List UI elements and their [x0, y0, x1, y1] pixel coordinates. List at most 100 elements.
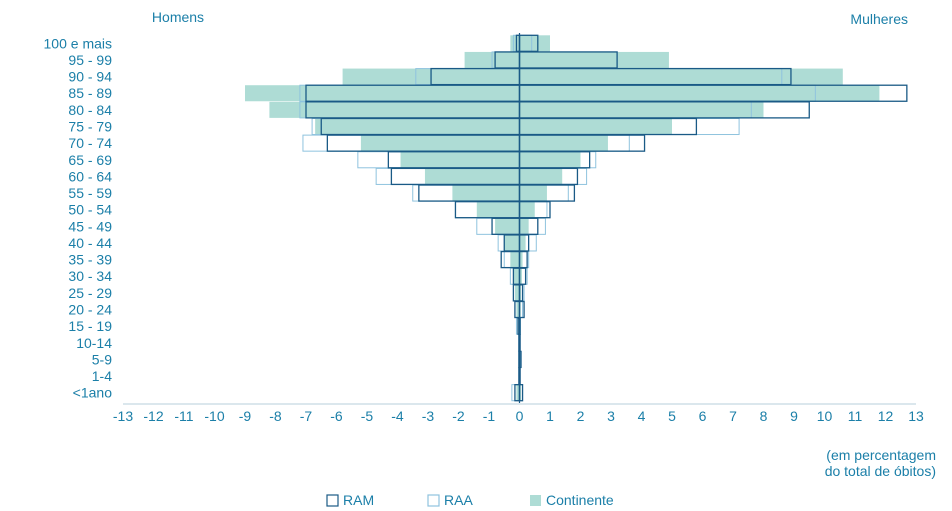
x-tick-label: -5	[361, 408, 374, 424]
continente-bar-women	[519, 218, 529, 235]
x-axis-label-line-1: (em percentagem	[826, 447, 936, 463]
continente-bar-women	[519, 85, 880, 102]
continente-bar-women	[519, 268, 522, 285]
category-label: 25 - 29	[68, 285, 112, 301]
continente-bar-women	[519, 68, 843, 85]
x-tick-label: -12	[143, 408, 163, 424]
x-tick-label: 11	[848, 408, 863, 424]
continente-bar-women	[519, 251, 523, 268]
continente-bar-women	[519, 284, 522, 301]
continente-bar-women	[519, 384, 522, 401]
x-tick-label: 10	[817, 408, 833, 424]
x-tick-label: -3	[422, 408, 435, 424]
category-label: 95 - 99	[68, 52, 112, 68]
continente-bar-women	[519, 168, 563, 185]
x-axis-label-line-2: do total de óbitos)	[825, 463, 936, 479]
x-tick-label: 8	[760, 408, 768, 424]
continente-bar-men	[504, 234, 520, 251]
continente-bar-women	[519, 234, 526, 251]
x-tick-label: -13	[113, 408, 133, 424]
category-label: 30 - 34	[68, 268, 112, 284]
category-label: <1ano	[73, 385, 113, 401]
bars-layer	[245, 34, 908, 402]
x-tick-label: -10	[204, 408, 224, 424]
category-label: 35 - 39	[68, 252, 112, 268]
category-label: 1-4	[92, 368, 112, 384]
continente-bar-men	[452, 185, 520, 202]
category-label: 10-14	[76, 335, 112, 351]
x-tick-label: 3	[607, 408, 615, 424]
continente-bar-men	[495, 218, 520, 235]
continente-bar-men	[400, 151, 520, 168]
legend-item-ram: RAM	[326, 492, 374, 508]
continente-bar-women	[519, 101, 764, 118]
legend-item-raa: RAA	[427, 492, 473, 508]
x-tick-label: -4	[391, 408, 404, 424]
continente-bar-men	[269, 101, 520, 118]
continente-bar-men	[514, 284, 520, 301]
continente-bar-men	[513, 268, 520, 285]
legend-label-raa: RAA	[444, 492, 473, 508]
x-tick-label: -7	[300, 408, 313, 424]
continente-bar-women	[519, 201, 535, 218]
continente-bar-men	[516, 301, 520, 318]
category-label: 5-9	[92, 351, 112, 367]
x-tick-label: 7	[729, 408, 737, 424]
x-tick-label: 12	[878, 408, 894, 424]
series-continente	[245, 35, 880, 401]
continente-bar-men	[510, 251, 520, 268]
category-label: 80 - 84	[68, 102, 112, 118]
x-tick-label: -6	[330, 408, 343, 424]
category-label: 100 e mais	[44, 35, 112, 51]
x-tick-label: 13	[908, 408, 924, 424]
x-tick-label: -11	[174, 408, 193, 424]
category-label: 45 - 49	[68, 218, 112, 234]
category-label: 65 - 69	[68, 152, 112, 168]
category-label: 90 - 94	[68, 69, 112, 85]
category-label: 55 - 59	[68, 185, 112, 201]
right-group-label: Mulheres	[850, 11, 908, 27]
continente-bar-women	[519, 185, 547, 202]
legend-label-ram: RAM	[343, 492, 374, 508]
category-label: 50 - 54	[68, 202, 112, 218]
x-tick-label: 6	[699, 408, 707, 424]
legend-label-continente: Continente	[546, 492, 614, 508]
continente-bar-men	[245, 85, 520, 102]
continente-bar-women	[519, 35, 550, 52]
category-label: 60 - 64	[68, 168, 112, 184]
x-tick-label: 0	[516, 408, 524, 424]
continente-bar-women	[519, 118, 672, 135]
continente-bar-women	[519, 51, 669, 68]
continente-bar-men	[476, 201, 520, 218]
category-label: 75 - 79	[68, 119, 112, 135]
continente-bar-men	[360, 135, 520, 152]
x-tick-label: 9	[790, 408, 798, 424]
x-tick-label: -2	[452, 408, 465, 424]
continente-bar-men	[517, 318, 520, 335]
legend: RAM RAA Continente	[326, 492, 614, 508]
x-tick-label: 1	[546, 408, 554, 424]
continente-bar-men	[315, 118, 520, 135]
continente-bar-women	[519, 135, 608, 152]
category-label: 70 - 74	[68, 135, 112, 151]
legend-swatch-continente	[530, 495, 541, 506]
continente-bar-men	[516, 384, 520, 401]
x-tick-label: -1	[483, 408, 496, 424]
legend-swatch-raa	[427, 494, 440, 507]
x-tick-labels: -13 -12 -11 -10 -9 -8 -7 -6 -5 -4 -3 -2 -1 0 1 2 3 4 5 6 7 8 9…	[113, 408, 924, 424]
x-tick-label: -9	[239, 408, 252, 424]
legend-item-continente: Continente	[530, 492, 614, 508]
x-tick-label: 5	[668, 408, 676, 424]
left-group-label: Homens	[152, 9, 204, 25]
continente-bar-women	[519, 151, 581, 168]
x-tick-label: 4	[638, 408, 646, 424]
continente-bar-men	[510, 35, 520, 52]
continente-bar-men	[424, 168, 520, 185]
category-label: 20 - 24	[68, 302, 112, 318]
x-tick-label: -8	[269, 408, 282, 424]
category-label: 40 - 44	[68, 235, 112, 251]
category-label: 15 - 19	[68, 318, 112, 334]
category-label: 85 - 89	[68, 85, 112, 101]
